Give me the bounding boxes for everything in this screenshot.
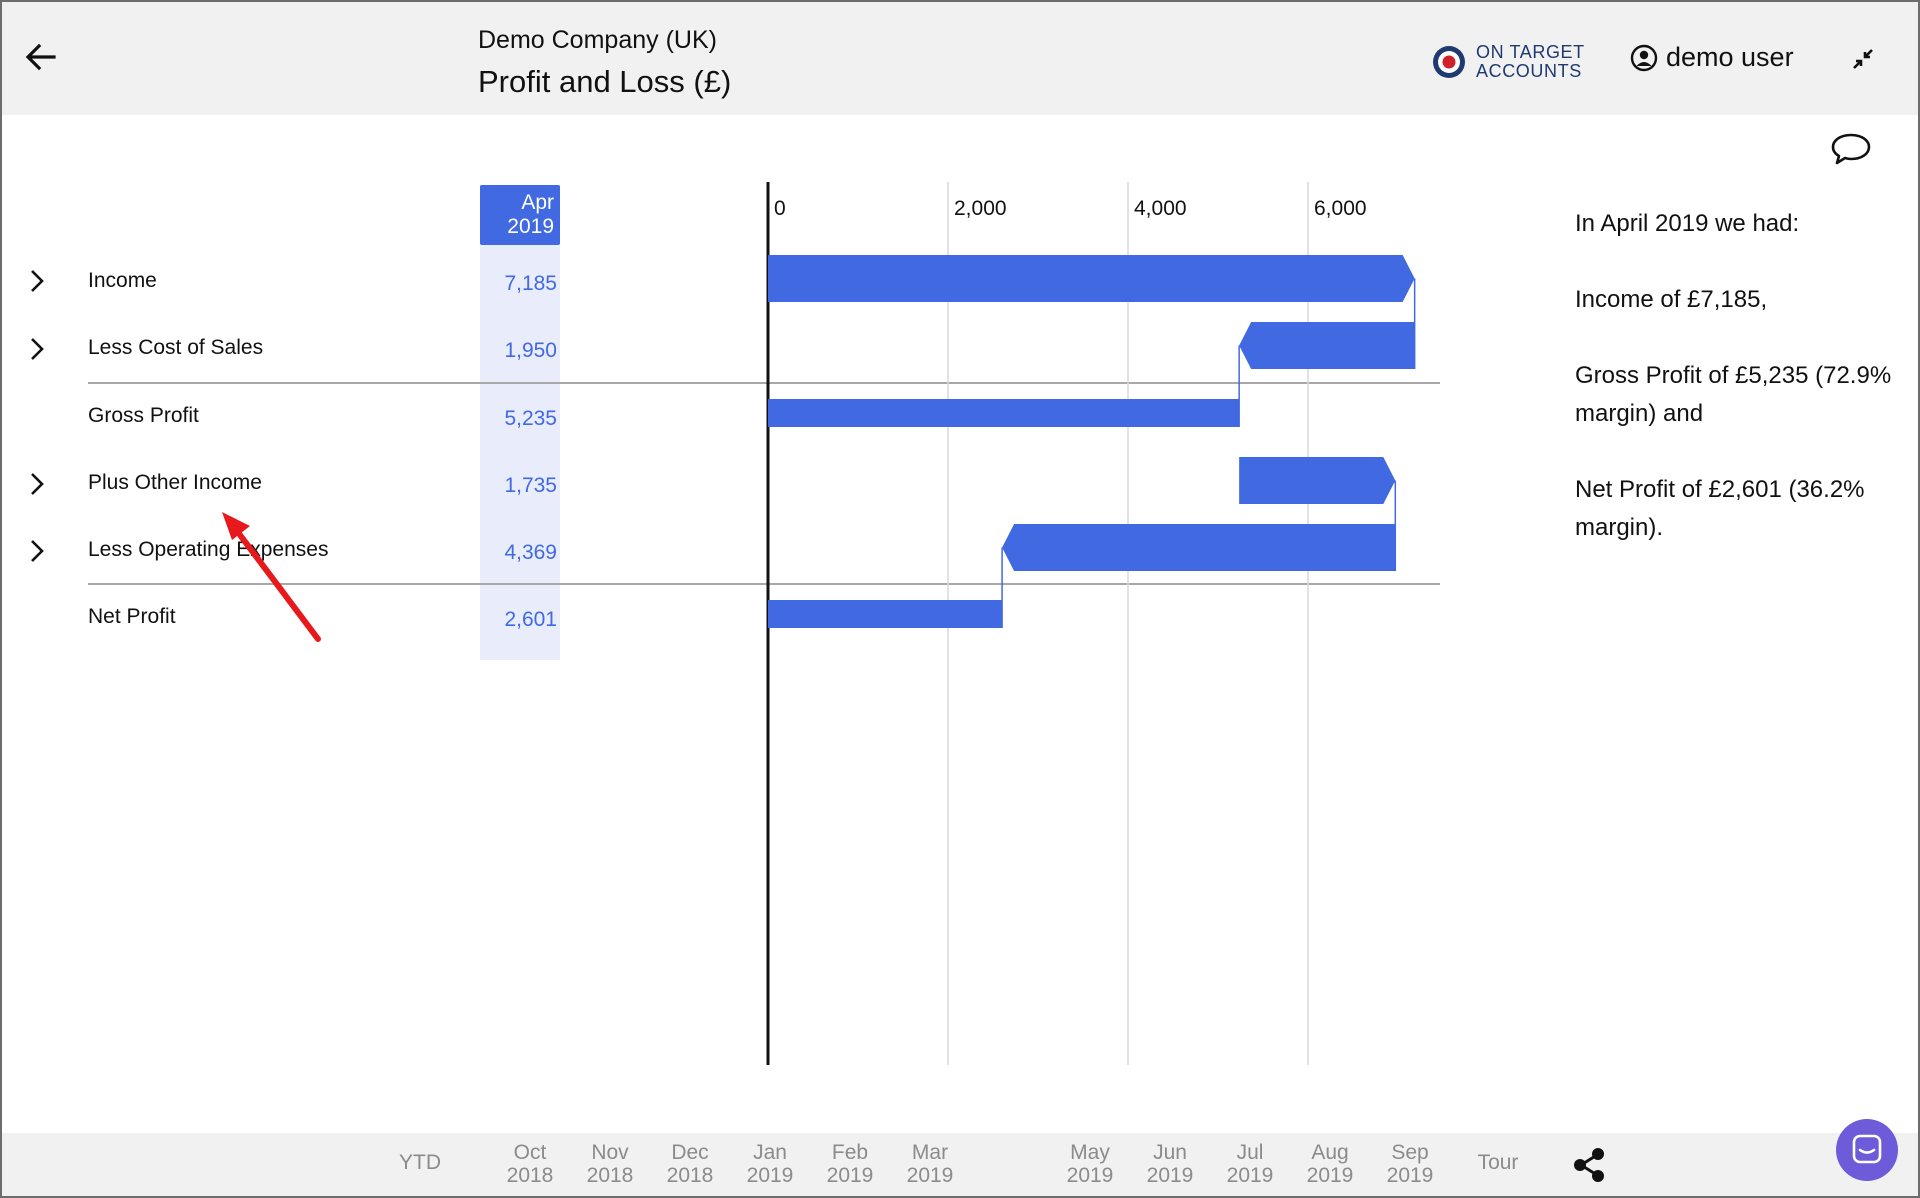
- timeline-year: 2019: [906, 1164, 954, 1187]
- period-month: Apr: [521, 191, 554, 214]
- user-name: demo user: [1666, 42, 1794, 72]
- brand-line2: ACCOUNTS: [1476, 61, 1582, 81]
- company-name: Demo Company (UK): [478, 26, 717, 54]
- timeline-label: Jul: [1236, 1141, 1264, 1164]
- timeline-label: Nov: [591, 1141, 629, 1164]
- divider-line: [88, 382, 1440, 384]
- row-label-other-income: Plus Other Income: [88, 471, 262, 494]
- timeline-year: 2019: [1306, 1164, 1354, 1187]
- target-roundel-icon: [1433, 46, 1465, 78]
- timeline-label: Jan: [753, 1141, 787, 1164]
- timeline-label: May: [1070, 1141, 1110, 1164]
- user-menu[interactable]: demo user: [1630, 42, 1794, 73]
- row-value-net-profit[interactable]: 2,601: [504, 608, 557, 631]
- chevron-right-icon: [31, 270, 44, 292]
- period-column-band: [480, 185, 560, 660]
- timeline-item-nov-2018[interactable]: Nov 2018: [575, 1141, 645, 1187]
- row-value-other-income[interactable]: 1,735: [504, 474, 557, 497]
- timeline-item-ytd[interactable]: YTD: [385, 1151, 455, 1174]
- timeline-item-jul-2019[interactable]: Jul 2019: [1215, 1141, 1285, 1187]
- back-button[interactable]: [20, 37, 60, 77]
- timeline-year: 2018: [666, 1164, 714, 1187]
- timeline-year: 2018: [506, 1164, 554, 1187]
- timeline-year: 2019: [1066, 1164, 1114, 1187]
- timeline-item-dec-2018[interactable]: Dec 2018: [655, 1141, 725, 1187]
- timeline-item-feb-2019[interactable]: Feb 2019: [815, 1141, 885, 1187]
- header-bar: Demo Company (UK) Profit and Loss (£) ON…: [2, 2, 1918, 115]
- row-label-gross-profit: Gross Profit: [88, 404, 199, 427]
- timeline-year: 2019: [746, 1164, 794, 1187]
- page-title: Profit and Loss (£): [478, 64, 732, 99]
- timeline-year: 2019: [1146, 1164, 1194, 1187]
- narrative-panel: In April 2019 we had: Income of £7,185, …: [1575, 205, 1905, 585]
- timeline-year: 2019: [826, 1164, 874, 1187]
- chat-icon: [1852, 1134, 1882, 1164]
- chevron-right-icon: [31, 540, 44, 562]
- row-value-income[interactable]: 7,185: [504, 272, 557, 295]
- row-value-gross-profit[interactable]: 5,235: [504, 407, 557, 430]
- period-column-header[interactable]: Apr 2019: [480, 185, 560, 245]
- timeline-label: Oct: [513, 1141, 547, 1164]
- share-button[interactable]: [1570, 1146, 1608, 1184]
- divider-line: [88, 583, 1440, 585]
- timeline-label: Jun: [1153, 1141, 1187, 1164]
- collapse-arrows-icon: [1853, 49, 1873, 69]
- chat-button[interactable]: [1836, 1119, 1898, 1181]
- account-circle-icon: [1630, 44, 1658, 71]
- expand-income-button[interactable]: [24, 266, 50, 296]
- narrative-intro: In April 2019 we had:: [1575, 210, 1800, 237]
- row-label-income: Income: [88, 269, 157, 292]
- row-label-cost-of-sales: Less Cost of Sales: [88, 336, 264, 359]
- period-year: 2019: [507, 215, 554, 238]
- share-icon: [1574, 1148, 1604, 1182]
- expand-operating-expenses-button[interactable]: [24, 536, 50, 566]
- expand-other-income-button[interactable]: [24, 469, 50, 499]
- brand-logo: ON TARGET ACCOUNTS: [1432, 42, 1585, 82]
- timeline-item-oct-2018[interactable]: Oct 2018: [495, 1141, 565, 1187]
- row-value-operating-expenses[interactable]: 4,369: [504, 541, 557, 564]
- timeline-item-may-2019[interactable]: May 2019: [1055, 1141, 1125, 1187]
- row-value-cost-of-sales[interactable]: 1,950: [504, 339, 557, 362]
- timeline-label: Mar: [911, 1141, 949, 1164]
- chevron-right-icon: [31, 338, 44, 360]
- chevron-right-icon: [31, 473, 44, 495]
- brand-line1: ON TARGET: [1476, 42, 1585, 62]
- timeline-item-aug-2019[interactable]: Aug 2019: [1295, 1141, 1365, 1187]
- timeline-year: 2019: [1386, 1164, 1434, 1187]
- timeline-label: YTD: [399, 1151, 441, 1174]
- timeline-label: Feb: [831, 1141, 869, 1164]
- period-timeline-bar: YTD Oct 2018 Nov 2018 Dec 2018 Jan 2019 Feb 2019 Ma…: [2, 1133, 1918, 1196]
- narrative-gross-profit: Gross Profit of £5,235 (72.9% margin) an…: [1575, 362, 1892, 427]
- collapse-button[interactable]: [1848, 44, 1878, 74]
- row-label-net-profit: Net Profit: [88, 605, 176, 628]
- row-label-operating-expenses: Less Operating Expenses: [88, 538, 329, 561]
- brand-text: ON TARGET ACCOUNTS: [1476, 43, 1585, 81]
- timeline-label: Sep: [1391, 1141, 1429, 1164]
- speech-bubble-icon: [1831, 133, 1871, 165]
- timeline-item-tour[interactable]: Tour: [1463, 1151, 1533, 1174]
- timeline-year: 2019: [1226, 1164, 1274, 1187]
- timeline-label: Tour: [1477, 1151, 1519, 1174]
- comment-button[interactable]: [1830, 130, 1872, 168]
- timeline-year: 2018: [586, 1164, 634, 1187]
- arrow-left-icon: [25, 43, 56, 71]
- timeline-label: Aug: [1311, 1141, 1349, 1164]
- timeline-item-jun-2019[interactable]: Jun 2019: [1135, 1141, 1205, 1187]
- expand-cost-of-sales-button[interactable]: [24, 334, 50, 364]
- timeline-item-jan-2019[interactable]: Jan 2019: [735, 1141, 805, 1187]
- timeline-item-mar-2019[interactable]: Mar 2019: [895, 1141, 965, 1187]
- timeline-item-sep-2019[interactable]: Sep 2019: [1375, 1141, 1445, 1187]
- narrative-income: Income of £7,185,: [1575, 286, 1768, 313]
- timeline-label: Dec: [671, 1141, 709, 1164]
- narrative-net-profit: Net Profit of £2,601 (36.2% margin).: [1575, 476, 1865, 541]
